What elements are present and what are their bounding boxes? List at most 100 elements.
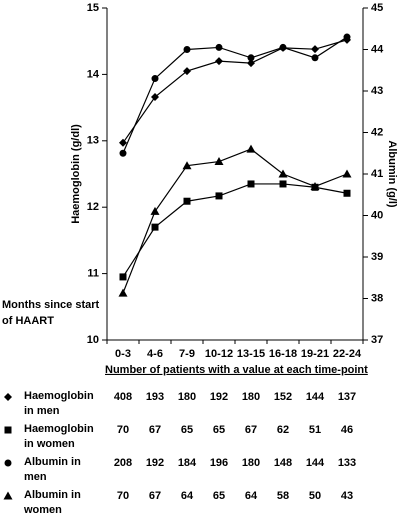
table-cell: 64 [245,490,258,502]
y-axis-label: Haemoglobin (g/dl) [70,124,82,224]
table-cell: 70 [117,490,129,502]
table-cell: 62 [277,424,289,436]
data-point [311,54,319,62]
y2-tick-label: 44 [371,43,384,55]
legend-label: Albumin in men [24,456,81,483]
x-tick-label: 22-24 [333,348,362,360]
table-cell: 50 [309,490,321,502]
table-cell: 144 [306,391,325,403]
table-cell: 70 [117,424,129,436]
data-point [343,189,351,197]
legend-label: Haemoglobin in women [24,423,94,450]
table-cell: 152 [274,391,292,403]
table-cell: 208 [114,457,132,469]
series-line [122,183,348,278]
data-point [151,75,159,83]
table-cell: 67 [149,490,161,502]
data-point [119,149,127,157]
table-cell: 193 [146,391,164,403]
table-cell: 67 [149,424,161,436]
table-cell: 43 [341,490,353,502]
table-cell: 58 [277,490,289,502]
data-point [118,288,128,297]
series-line [122,39,348,144]
x-tick-label: 7-9 [179,348,195,360]
table-cell: 192 [210,391,228,403]
data-point [247,54,255,62]
table-cell: 144 [306,457,325,469]
data-point [246,144,256,153]
y-tick-label: 15 [87,2,99,14]
x-tick-label: 10-12 [205,348,233,360]
table-cell: 64 [181,490,194,502]
data-point [311,45,319,54]
x-tick-label: 19-21 [301,348,329,360]
x-tick-label: 4-6 [147,348,163,360]
legend-marker [4,426,12,434]
table-cell: 192 [146,457,164,469]
x-tick-label: 0-3 [115,348,131,360]
y-tick-label: 13 [87,135,99,147]
table-cell: 133 [338,457,356,469]
y-tick-label: 11 [87,268,99,280]
x-tick-label: 16-18 [269,348,297,360]
data-point [279,43,287,51]
legend-marker [4,459,12,467]
table-cell: 65 [181,424,193,436]
table-cell: 184 [178,457,197,469]
data-point [310,181,320,190]
data-point [214,157,224,166]
data-point [215,192,223,200]
series-line [122,36,348,154]
y2-tick-label: 41 [371,168,383,180]
table-cell: 180 [242,457,260,469]
data-point [119,138,127,147]
table-cell: 51 [309,424,321,436]
table-cell: 180 [242,391,260,403]
y-tick-label: 14 [87,68,100,80]
data-point [183,46,191,53]
legend-label: Haemoglobin in men [24,390,94,417]
data-point [183,67,191,76]
data-point [343,33,351,41]
data-point [119,273,127,281]
y2-tick-label: 38 [371,292,383,304]
data-point [278,169,288,178]
data-point [247,180,255,188]
data-point [182,161,192,170]
y2-tick-label: 40 [371,209,383,221]
data-point [151,92,159,101]
y-tick-label: 12 [87,201,99,213]
x-tick-label: 13-15 [237,348,265,360]
table-title: Number of patients with a value at each … [105,364,368,376]
y2-tick-label: 45 [371,2,383,14]
legend-label: Albumin in women [24,489,81,516]
data-point [215,57,223,66]
data-point [247,59,255,68]
data-point [342,169,352,178]
table-cell: 408 [114,391,132,403]
y-tick-label: 10 [87,334,99,346]
table-cell: 46 [341,424,353,436]
y2-axis-label: Albumin (g/l) [386,140,398,208]
table-cell: 67 [245,424,257,436]
table-cell: 180 [178,391,196,403]
data-point [183,197,191,205]
y2-tick-label: 37 [371,334,383,346]
series-line [122,148,348,294]
data-point [150,206,160,215]
y2-tick-label: 43 [371,85,383,97]
data-point [279,180,287,188]
table-cell: 65 [213,424,225,436]
table-cell: 196 [210,457,228,469]
legend-marker [4,393,12,401]
y2-tick-label: 42 [371,126,383,138]
data-point [151,223,159,231]
table-cell: 148 [274,457,292,469]
legend-marker [3,491,13,500]
table-cell: 65 [213,490,225,502]
table-cell: 137 [338,391,356,403]
y2-tick-label: 39 [371,251,383,263]
